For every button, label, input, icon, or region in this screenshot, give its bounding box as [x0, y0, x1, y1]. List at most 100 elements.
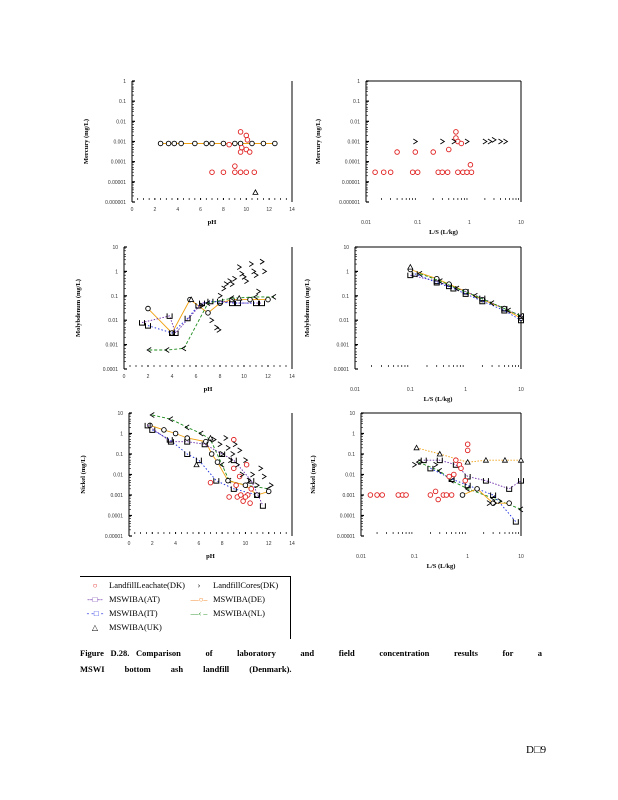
data-point: [232, 140, 238, 147]
y-tick-label: 1: [115, 269, 118, 275]
series-mswiba-it-: [145, 298, 259, 336]
y-tick-label: 0.0001: [103, 367, 119, 373]
data-point: [145, 305, 151, 312]
data-point: [230, 486, 237, 492]
data-point: [248, 261, 255, 267]
legend-item-landfill-leachate: ○ LandfillLeachate(DK): [84, 580, 185, 590]
chart-panel-3: 10 1 0.1 0.01 0.001 0.0001 0 2 4 6 8 10 12 14 pH Molybd…: [75, 245, 295, 393]
x-tick-label: 0: [128, 541, 131, 547]
data-point: [464, 441, 471, 447]
data-point: [411, 271, 418, 277]
data-point: [149, 427, 156, 433]
data-point: [166, 313, 173, 319]
data-point: [228, 457, 234, 464]
data-point: [462, 477, 468, 484]
data-point: [226, 494, 232, 500]
series-mswiba-uk-: [252, 189, 259, 195]
data-point: [165, 140, 172, 147]
data-point: [195, 457, 202, 464]
y-tick-label: 0.01: [345, 473, 355, 479]
data-point: [184, 439, 191, 445]
y-tick-label: 0.001: [110, 493, 123, 499]
data-point: [199, 300, 205, 307]
data-point: [171, 140, 178, 147]
data-point: [229, 281, 235, 288]
series-landfillcores-dk-: [199, 258, 268, 333]
y-axis-label: Nickel (mg/L): [310, 455, 317, 493]
legend-label: MSWIBA(UK): [109, 622, 162, 632]
data-point: [440, 138, 446, 145]
data-point: [207, 434, 214, 441]
data-point: [432, 488, 439, 495]
data-point: [446, 283, 453, 290]
data-point: [237, 447, 243, 454]
data-point: [387, 169, 394, 175]
data-point: [254, 492, 261, 498]
data-point: [227, 278, 233, 284]
x-axis-label: pH: [204, 386, 213, 393]
series-line: [423, 459, 522, 490]
y-tick-label: 0.1: [348, 452, 355, 458]
data-point: [506, 486, 513, 492]
data-point: [486, 500, 492, 507]
data-point: [205, 300, 211, 307]
data-point: [238, 144, 245, 151]
data-point: [268, 482, 274, 489]
y-tick-label: 0.00001: [342, 180, 360, 186]
page-number: D□9: [526, 744, 547, 756]
data-point: [482, 456, 490, 463]
data-point: [223, 281, 229, 288]
y-axis-label: Molybdenum (mg/L): [304, 279, 311, 337]
data-point: [231, 465, 237, 472]
data-point: [435, 496, 441, 503]
series-landfillleachate-dk-: [207, 436, 254, 506]
data-point: [169, 330, 175, 336]
data-point: [453, 457, 459, 463]
data-point: [198, 430, 204, 437]
y-tick-label: 10: [112, 245, 118, 251]
data-point: [229, 300, 235, 307]
x-tick-label: 14: [289, 207, 295, 213]
data-point: [235, 461, 241, 468]
data-point: [232, 441, 238, 448]
data-point: [213, 478, 220, 484]
data-point: [223, 435, 229, 441]
y-axis-label: Molybdenum (mg/L): [75, 279, 82, 337]
data-point: [436, 468, 443, 474]
data-point: [501, 456, 509, 463]
x-tick-label: 4: [171, 374, 174, 380]
data-point: [253, 300, 259, 307]
data-point: [420, 457, 427, 464]
series-line: [419, 273, 522, 317]
data-point: [178, 140, 184, 147]
data-point: [145, 323, 151, 329]
data-point: [446, 473, 452, 480]
data-point: [464, 169, 470, 175]
data-point: [492, 500, 498, 507]
y-tick-label: 0.00001: [108, 180, 126, 186]
data-point: [243, 457, 249, 464]
series-line: [418, 461, 522, 510]
data-point: [195, 303, 202, 309]
data-point: [272, 140, 278, 147]
data-point: [201, 441, 208, 448]
data-point: [490, 495, 496, 502]
y-axis-label: Nickel (mg/L): [80, 455, 87, 493]
figure-caption: Figure D.28. Comparison of laboratory an…: [80, 645, 542, 677]
data-point: [167, 439, 174, 445]
data-point: [250, 471, 256, 478]
series-mswiba-uk-: [193, 434, 214, 468]
y-tick-label: 0.1: [342, 294, 349, 300]
data-point: [139, 320, 145, 326]
data-point: [220, 169, 227, 175]
data-point: [249, 140, 255, 147]
data-point: [464, 473, 471, 480]
data-point: [487, 138, 493, 145]
data-point: [168, 416, 174, 423]
data-point: [427, 465, 434, 472]
data-point: [258, 465, 264, 472]
series-mswiba-de-: [459, 486, 512, 506]
data-point: [262, 268, 268, 275]
data-point: [254, 482, 260, 489]
legend-symbol: - -□ -: [86, 608, 104, 618]
